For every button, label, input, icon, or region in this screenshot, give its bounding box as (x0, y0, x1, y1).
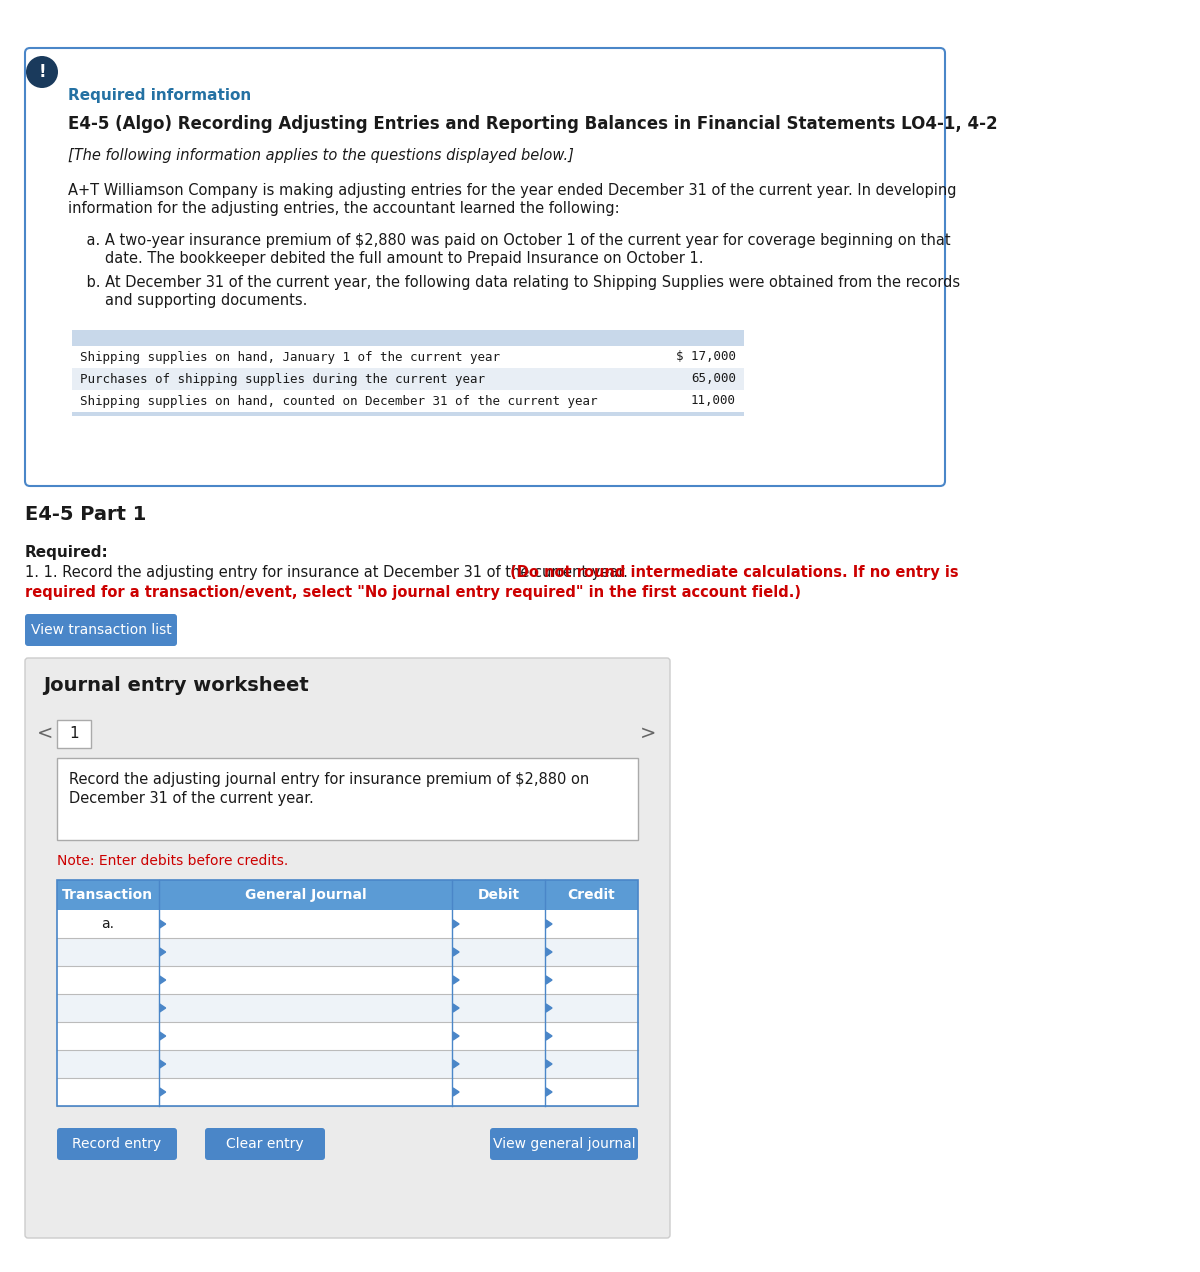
Text: Transaction: Transaction (62, 888, 154, 902)
Polygon shape (454, 1088, 460, 1096)
FancyBboxPatch shape (25, 614, 178, 646)
Text: View general journal: View general journal (493, 1137, 635, 1151)
FancyBboxPatch shape (25, 658, 670, 1238)
Bar (58, 965, 638, 993)
Text: 1: 1 (70, 726, 79, 742)
Bar (58, 880, 638, 909)
Bar (58, 758, 638, 840)
Polygon shape (546, 1004, 552, 1013)
Text: (Do not round intermediate calculations. If no entry is: (Do not round intermediate calculations.… (505, 565, 959, 580)
Text: required for a transaction/event, select "No journal entry required" in the firs: required for a transaction/event, select… (25, 585, 802, 600)
Bar (58, 909, 638, 937)
Polygon shape (546, 920, 552, 929)
FancyBboxPatch shape (58, 1128, 178, 1160)
Bar (72, 412, 744, 416)
Text: b. At December 31 of the current year, the following data relating to Shipping S: b. At December 31 of the current year, t… (68, 275, 960, 290)
Bar (58, 880, 638, 1105)
Polygon shape (454, 920, 460, 929)
Text: Record entry: Record entry (72, 1137, 162, 1151)
Polygon shape (160, 1032, 166, 1040)
Text: >: > (640, 724, 656, 743)
Polygon shape (454, 1060, 460, 1068)
Polygon shape (546, 976, 552, 985)
Text: Journal entry worksheet: Journal entry worksheet (43, 675, 308, 695)
Text: December 31 of the current year.: December 31 of the current year. (70, 791, 313, 806)
Text: <: < (37, 724, 53, 743)
Circle shape (26, 56, 58, 88)
Text: [The following information applies to the questions displayed below.]: [The following information applies to th… (68, 148, 574, 163)
Polygon shape (160, 976, 166, 985)
Bar (72, 329, 744, 346)
Bar (58, 720, 91, 748)
Polygon shape (160, 1060, 166, 1068)
Text: General Journal: General Journal (245, 888, 366, 902)
Text: Record the adjusting journal entry for insurance premium of $2,880 on: Record the adjusting journal entry for i… (70, 772, 589, 787)
Polygon shape (546, 1088, 552, 1096)
Polygon shape (454, 1004, 460, 1013)
Polygon shape (160, 948, 166, 957)
Bar (72, 391, 744, 412)
Text: a.: a. (101, 917, 114, 931)
Bar (58, 937, 638, 965)
Text: A+T Williamson Company is making adjusting entries for the year ended December 3: A+T Williamson Company is making adjusti… (68, 183, 956, 198)
Polygon shape (160, 1088, 166, 1096)
Text: !: ! (38, 64, 46, 81)
Polygon shape (546, 1060, 552, 1068)
Text: Credit: Credit (568, 888, 616, 902)
Text: $ 17,000: $ 17,000 (676, 351, 736, 364)
FancyBboxPatch shape (25, 48, 946, 486)
Text: Note: Enter debits before credits.: Note: Enter debits before credits. (58, 854, 288, 868)
Text: Shipping supplies on hand, January 1 of the current year: Shipping supplies on hand, January 1 of … (80, 351, 500, 364)
Bar (58, 1021, 638, 1049)
Bar (72, 346, 744, 368)
Text: date. The bookkeeper debited the full amount to Prepaid Insurance on October 1.: date. The bookkeeper debited the full am… (68, 251, 703, 266)
Text: Purchases of shipping supplies during the current year: Purchases of shipping supplies during th… (80, 373, 485, 385)
Text: information for the adjusting entries, the accountant learned the following:: information for the adjusting entries, t… (68, 201, 619, 216)
Polygon shape (546, 1032, 552, 1040)
Bar (72, 368, 744, 391)
Text: Debit: Debit (478, 888, 520, 902)
Bar (58, 993, 638, 1021)
Text: 1. 1. Record the adjusting entry for insurance at December 31 of the current yea: 1. 1. Record the adjusting entry for ins… (25, 565, 628, 580)
Text: E4-5 (Algo) Recording Adjusting Entries and Reporting Balances in Financial Stat: E4-5 (Algo) Recording Adjusting Entries … (68, 114, 997, 134)
Text: Shipping supplies on hand, counted on December 31 of the current year: Shipping supplies on hand, counted on De… (80, 394, 598, 407)
Polygon shape (160, 1004, 166, 1013)
Polygon shape (454, 948, 460, 957)
Text: and supporting documents.: and supporting documents. (68, 293, 307, 308)
Text: 11,000: 11,000 (691, 394, 736, 407)
Text: E4-5 Part 1: E4-5 Part 1 (25, 505, 146, 524)
Polygon shape (546, 948, 552, 957)
Text: Clear entry: Clear entry (226, 1137, 304, 1151)
Text: Required:: Required: (25, 544, 109, 560)
FancyBboxPatch shape (205, 1128, 325, 1160)
Polygon shape (160, 920, 166, 929)
Text: 65,000: 65,000 (691, 373, 736, 385)
Polygon shape (454, 976, 460, 985)
Text: View transaction list: View transaction list (31, 623, 172, 637)
Bar (58, 1077, 638, 1105)
Polygon shape (454, 1032, 460, 1040)
Text: Required information: Required information (68, 88, 251, 103)
Bar (58, 1049, 638, 1077)
FancyBboxPatch shape (490, 1128, 638, 1160)
Text: a. A two-year insurance premium of $2,880 was paid on October 1 of the current y: a. A two-year insurance premium of $2,88… (68, 233, 950, 248)
